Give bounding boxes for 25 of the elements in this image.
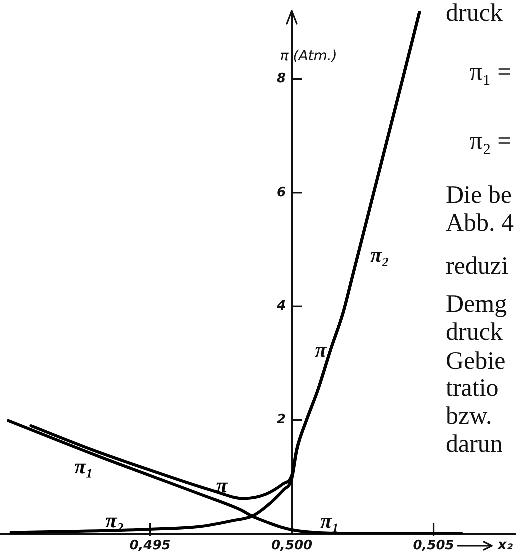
x-tick-label: 0,500 (271, 538, 313, 554)
annotation: druck (446, 319, 503, 347)
annotation: π₂ = (470, 128, 512, 156)
annotation: π₁ = (470, 59, 512, 87)
x-axis-title: x₂ (496, 538, 514, 554)
annotation: Abb. 4 (446, 210, 514, 238)
annotation: bzw. (446, 403, 492, 431)
annotation: druck (446, 0, 503, 28)
annotation: π₁ (320, 509, 340, 533)
y-axis-title: π (Atm.) (280, 48, 338, 65)
annotation: Die be (446, 182, 512, 210)
annotation: Gebie (446, 348, 506, 376)
annotation: π₂ (370, 243, 390, 267)
annotation: darun (446, 431, 503, 459)
series-label: π₁ (74, 454, 94, 478)
annotation: Demg (446, 291, 508, 319)
x-tick-label: 0,505 (413, 538, 454, 554)
y-tick-label: 8 (276, 72, 286, 87)
y-tick-label: 6 (276, 185, 286, 200)
annotation: π (315, 338, 327, 362)
x-tick-label: 0,495 (130, 538, 171, 554)
y-tick-label: 4 (276, 298, 286, 314)
annotation: reduzi (446, 253, 508, 281)
y-tick-label: 2 (276, 412, 286, 428)
annotation: tratio (446, 375, 499, 403)
